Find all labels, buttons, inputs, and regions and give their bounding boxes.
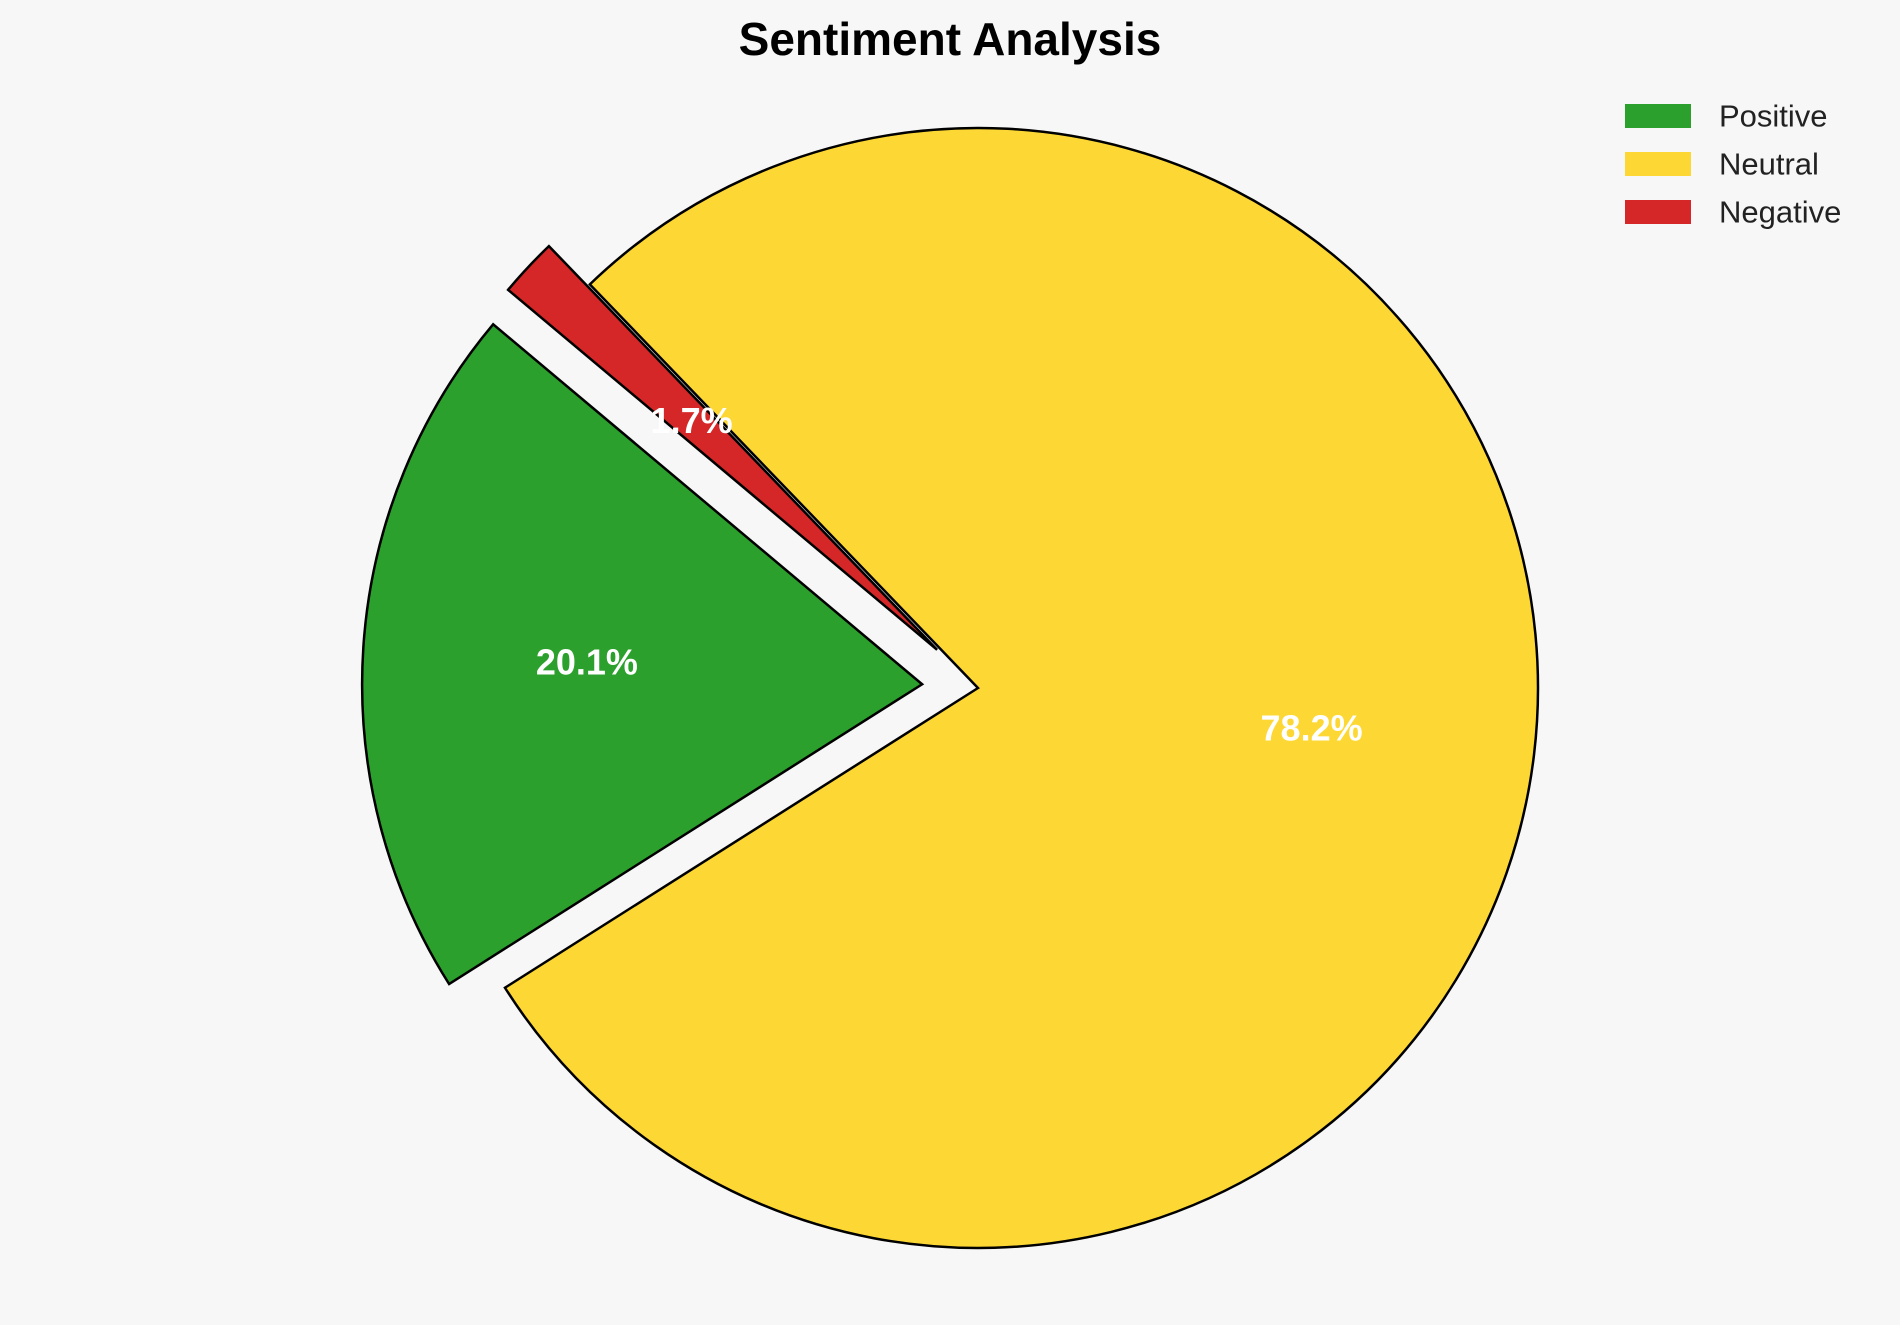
pie-slice-positive: [360, 322, 925, 986]
legend: Positive Neutral Negative: [1625, 99, 1841, 230]
legend-swatch-neutral: [1625, 152, 1691, 176]
legend-label-neutral: Neutral: [1719, 147, 1819, 182]
pie-slice-labels: 20.1% 78.2% 1.7%: [536, 400, 1363, 749]
pie-slices: [360, 126, 1540, 1250]
slice-label-neutral: 78.2%: [1261, 708, 1363, 749]
chart-title: Sentiment Analysis: [739, 13, 1162, 65]
legend-label-negative: Negative: [1719, 195, 1841, 230]
pie-slice-negative: [506, 244, 938, 651]
slice-label-positive: 20.1%: [536, 641, 638, 682]
legend-swatch-positive: [1625, 104, 1691, 128]
legend-label-positive: Positive: [1719, 99, 1828, 134]
pie-slice-neutral: [503, 126, 1540, 1250]
legend-swatch-negative: [1625, 200, 1691, 224]
slice-label-negative: 1.7%: [651, 400, 733, 441]
